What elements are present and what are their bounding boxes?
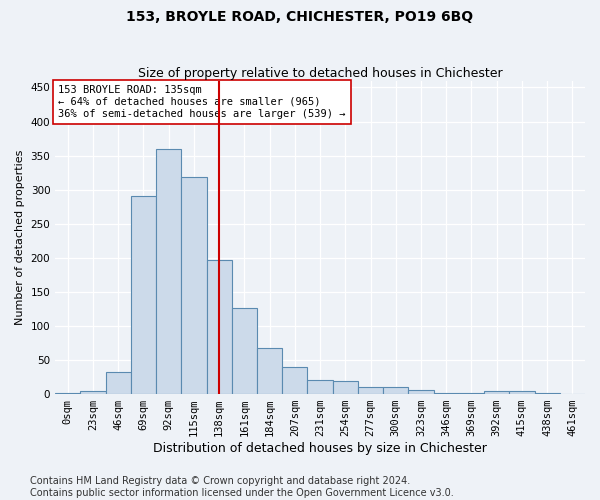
Bar: [232, 308, 257, 394]
Text: 153, BROYLE ROAD, CHICHESTER, PO19 6BQ: 153, BROYLE ROAD, CHICHESTER, PO19 6BQ: [127, 10, 473, 24]
Y-axis label: Number of detached properties: Number of detached properties: [15, 150, 25, 325]
Bar: [307, 380, 332, 394]
Bar: [181, 178, 206, 394]
Bar: [106, 372, 131, 394]
Bar: [358, 388, 383, 394]
X-axis label: Distribution of detached houses by size in Chichester: Distribution of detached houses by size …: [153, 442, 487, 455]
Text: 153 BROYLE ROAD: 135sqm
← 64% of detached houses are smaller (965)
36% of semi-d: 153 BROYLE ROAD: 135sqm ← 64% of detache…: [58, 86, 346, 118]
Bar: [55, 392, 80, 394]
Bar: [282, 367, 307, 394]
Bar: [332, 381, 358, 394]
Text: Contains HM Land Registry data © Crown copyright and database right 2024.
Contai: Contains HM Land Registry data © Crown c…: [30, 476, 454, 498]
Bar: [459, 392, 484, 394]
Title: Size of property relative to detached houses in Chichester: Size of property relative to detached ho…: [138, 66, 502, 80]
Bar: [383, 388, 409, 394]
Bar: [257, 348, 282, 394]
Bar: [409, 390, 434, 394]
Bar: [131, 196, 156, 394]
Bar: [434, 392, 459, 394]
Bar: [206, 260, 232, 394]
Bar: [509, 392, 535, 394]
Bar: [80, 390, 106, 394]
Bar: [156, 149, 181, 394]
Bar: [484, 390, 509, 394]
